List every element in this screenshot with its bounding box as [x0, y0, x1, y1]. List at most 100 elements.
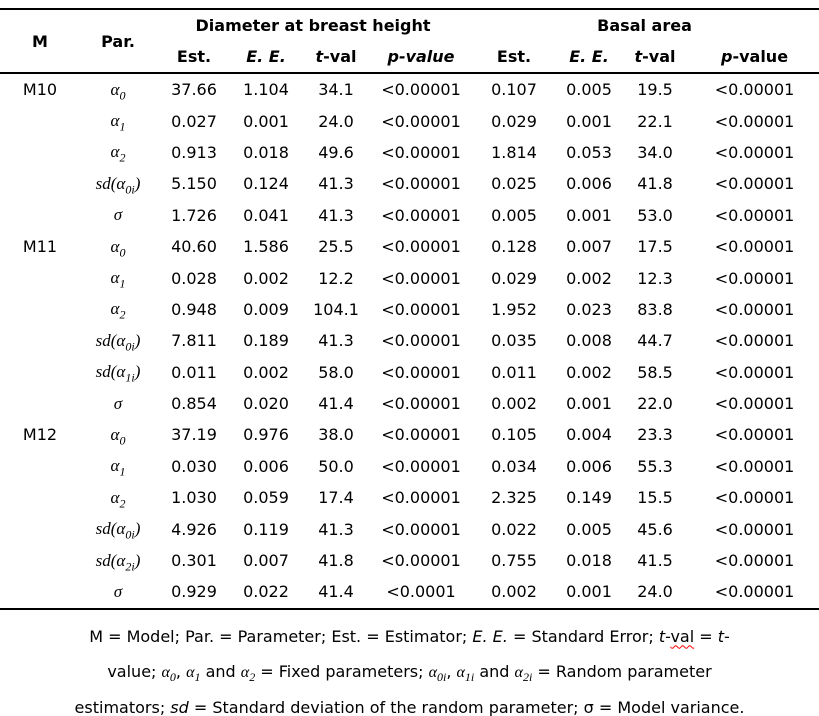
- value-cell: 0.001: [566, 394, 612, 414]
- model-cell: [0, 388, 80, 419]
- parameter-cell: sd(α2i): [95, 550, 141, 573]
- table-row: sd(α1i) 0.011 0.002 58.0 <0.00001 0.011 0.002 5…: [0, 357, 819, 388]
- value-cell: 0.002: [243, 268, 289, 288]
- header-model: M: [0, 9, 80, 74]
- value-cell: <0.00001: [714, 205, 795, 225]
- value-cell: 22.0: [637, 394, 673, 414]
- value-cell: 58.5: [637, 362, 673, 382]
- value-cell: 1.814: [491, 142, 537, 162]
- parameter-cell: σ: [113, 581, 123, 601]
- model-cell: [0, 200, 80, 231]
- header-tval-ba: t-val: [620, 40, 691, 74]
- value-cell: 0.128: [491, 237, 537, 257]
- table-row: sd(α0i) 7.811 0.189 41.3 <0.00001 0.035 0.008 4…: [0, 325, 819, 356]
- value-cell: 41.3: [318, 205, 354, 225]
- value-cell: 0.030: [171, 456, 217, 476]
- value-cell: 0.027: [171, 111, 217, 131]
- value-cell: 0.035: [491, 331, 537, 351]
- value-cell: 0.022: [491, 519, 537, 539]
- value-cell: 0.008: [566, 331, 612, 351]
- value-cell: 0.059: [243, 488, 289, 508]
- value-cell: 22.1: [637, 111, 673, 131]
- parameter-cell: α2: [110, 142, 126, 165]
- value-cell: 23.3: [637, 425, 673, 445]
- model-cell: [0, 576, 80, 608]
- value-cell: 12.3: [637, 268, 673, 288]
- table-row: σ 0.854 0.020 41.4 <0.00001 0.002 0.001 22.0 <0.…: [0, 388, 819, 419]
- value-cell: 0.022: [243, 582, 289, 602]
- value-cell: <0.00001: [714, 299, 795, 319]
- value-cell: 0.005: [566, 519, 612, 539]
- value-cell: 0.004: [566, 425, 612, 445]
- parameter-cell: α2: [110, 299, 126, 322]
- value-cell: 15.5: [637, 488, 673, 508]
- value-cell: 5.150: [171, 174, 217, 194]
- parameter-cell: α2: [110, 487, 126, 511]
- parameter-estimates-table: M Par. Diameter at breast height Basal a…: [0, 8, 819, 610]
- value-cell: <0.00001: [714, 519, 795, 539]
- value-cell: 1.952: [491, 299, 537, 319]
- value-cell: 1.586: [243, 237, 289, 257]
- model-cell: [0, 105, 80, 136]
- value-cell: <0.00001: [381, 331, 461, 351]
- value-cell: 0.107: [491, 80, 537, 100]
- value-cell: <0.00001: [381, 394, 461, 414]
- value-cell: <0.00001: [714, 582, 795, 602]
- model-cell: [0, 325, 80, 356]
- parameter-cell: α1: [110, 111, 126, 134]
- value-cell: 1.726: [171, 205, 217, 225]
- value-cell: 0.006: [566, 174, 612, 194]
- value-cell: <0.00001: [381, 299, 461, 319]
- header-group-dbh: Diameter at breast height: [195, 15, 431, 35]
- value-cell: 0.002: [566, 362, 612, 382]
- model-cell: [0, 168, 80, 199]
- value-cell: 37.19: [171, 425, 217, 445]
- value-cell: 0.002: [491, 394, 537, 414]
- value-cell: 17.5: [637, 237, 673, 257]
- value-cell: 12.2: [318, 268, 354, 288]
- value-cell: 0.025: [491, 174, 537, 194]
- value-cell: 0.929: [171, 582, 217, 602]
- value-cell: <0.00001: [381, 142, 461, 162]
- value-cell: 41.8: [318, 551, 354, 571]
- value-cell: 53.0: [637, 205, 673, 225]
- table-row: α1 0.030 0.006 50.0 <0.00001 0.034 0.006 55.3 <0…: [0, 451, 819, 482]
- value-cell: 0.301: [171, 551, 217, 571]
- model-cell: [0, 513, 80, 544]
- value-cell: 34.1: [318, 80, 354, 100]
- value-cell: 0.028: [171, 268, 217, 288]
- value-cell: 40.60: [171, 237, 217, 257]
- value-cell: 49.6: [318, 142, 354, 162]
- value-cell: 1.030: [171, 488, 217, 508]
- value-cell: 4.926: [171, 519, 217, 539]
- value-cell: <0.00001: [714, 456, 795, 476]
- value-cell: 0.149: [566, 488, 612, 508]
- value-cell: 24.0: [318, 111, 354, 131]
- value-cell: <0.0001: [386, 582, 456, 602]
- value-cell: 45.6: [637, 519, 673, 539]
- value-cell: <0.00001: [714, 142, 795, 162]
- model-cell: [0, 451, 80, 482]
- header-ee-ba: E. E.: [558, 40, 621, 74]
- value-cell: 83.8: [637, 299, 673, 319]
- value-cell: 34.0: [637, 142, 673, 162]
- value-cell: 1.104: [243, 80, 289, 100]
- parameter-cell: α1: [110, 268, 126, 291]
- model-cell: [0, 545, 80, 576]
- value-cell: 25.5: [318, 237, 354, 257]
- value-cell: 0.023: [566, 299, 612, 319]
- value-cell: 0.011: [171, 362, 217, 382]
- value-cell: 17.4: [318, 488, 354, 508]
- value-cell: <0.00001: [714, 268, 795, 288]
- value-cell: 0.005: [566, 80, 612, 100]
- header-pvalue-ba: p-value: [690, 40, 819, 74]
- value-cell: 0.854: [171, 394, 217, 414]
- value-cell: <0.00001: [714, 488, 795, 508]
- value-cell: 0.002: [491, 582, 537, 602]
- value-cell: <0.00001: [714, 394, 795, 414]
- value-cell: 0.041: [243, 205, 289, 225]
- footnote-line: value; α0, α1 and α2 = Fixed parameters;…: [107, 661, 712, 684]
- table-body: M10 α0 37.66 1.104 34.1 <0.00001 0.107 0.005 19.…: [0, 73, 819, 609]
- value-cell: <0.00001: [381, 362, 461, 382]
- value-cell: 41.5: [637, 551, 673, 571]
